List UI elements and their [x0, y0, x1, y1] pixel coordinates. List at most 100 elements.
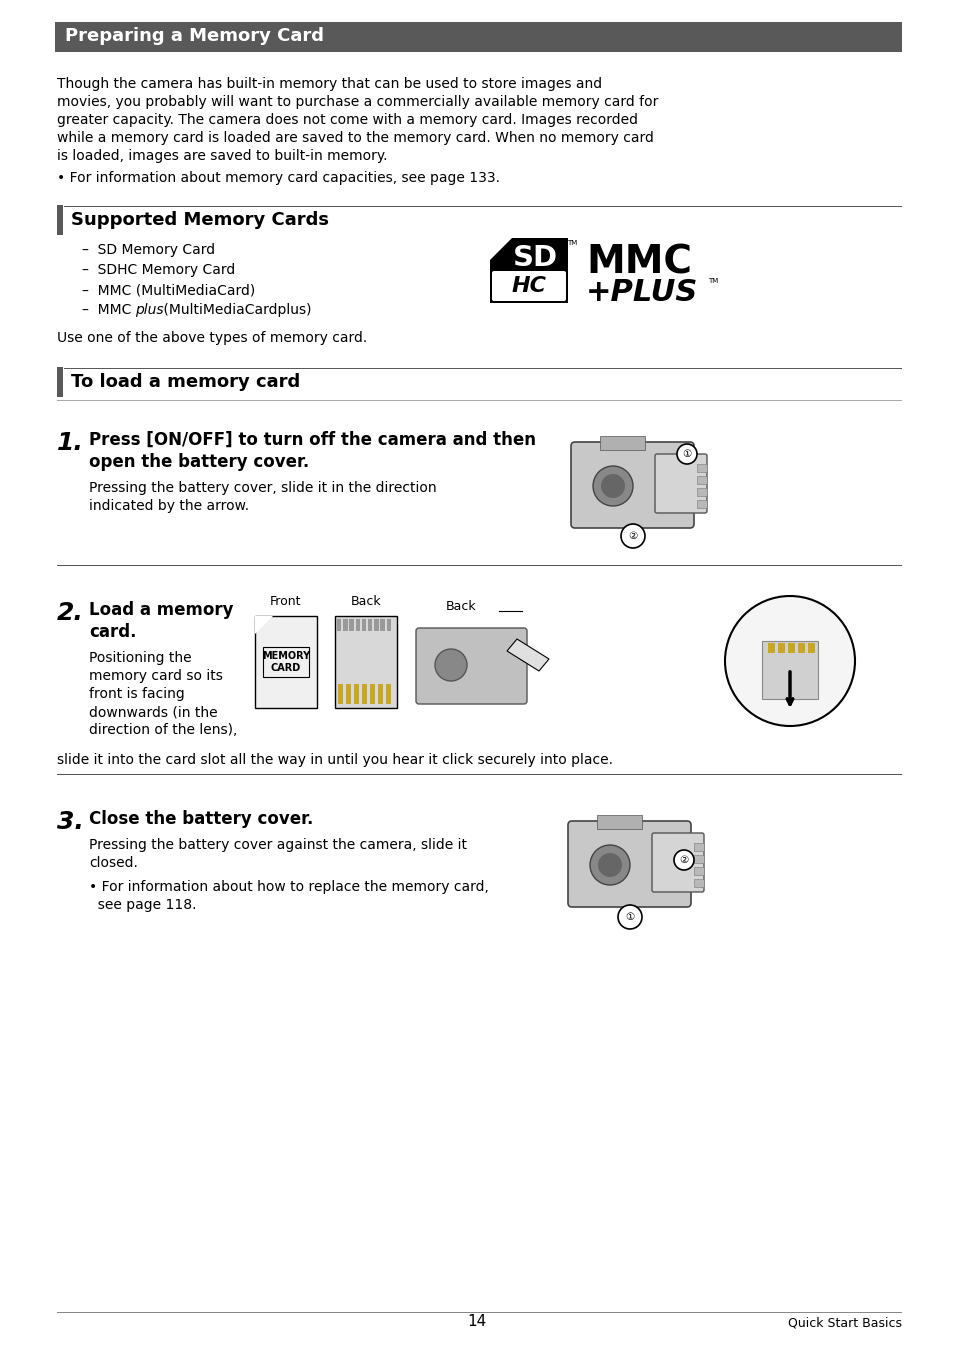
Bar: [55, 22, 901, 52]
Bar: [778, 643, 784, 653]
Text: ②: ②: [628, 531, 637, 541]
Text: –  MMC: – MMC: [82, 303, 132, 318]
Text: ①: ①: [681, 449, 691, 459]
Text: Pressing the battery cover, slide it in the direction: Pressing the battery cover, slide it in …: [89, 480, 436, 495]
Text: direction of the lens),: direction of the lens),: [89, 723, 237, 737]
Bar: [380, 619, 384, 631]
Bar: [336, 619, 341, 631]
Text: Press [ON/OFF] to turn off the camera and then: Press [ON/OFF] to turn off the camera an…: [89, 432, 536, 449]
Circle shape: [598, 854, 621, 877]
Bar: [263, 647, 309, 677]
Bar: [693, 879, 703, 887]
Text: front is facing: front is facing: [89, 687, 185, 702]
Text: greater capacity. The camera does not come with a memory card. Images recorded: greater capacity. The camera does not co…: [57, 113, 638, 128]
Text: Close the battery cover.: Close the battery cover.: [89, 810, 313, 828]
Bar: [368, 619, 372, 631]
Text: downwards (in the: downwards (in the: [89, 706, 217, 719]
Text: Use one of the above types of memory card.: Use one of the above types of memory car…: [57, 331, 367, 345]
Text: Quick Start Basics: Quick Start Basics: [787, 1316, 901, 1329]
Bar: [386, 619, 391, 631]
Bar: [370, 684, 375, 704]
Bar: [599, 436, 644, 451]
Polygon shape: [490, 237, 512, 261]
Bar: [697, 489, 706, 497]
Circle shape: [673, 849, 693, 870]
Text: Preparing a Memory Card: Preparing a Memory Card: [65, 27, 324, 45]
Circle shape: [620, 524, 644, 548]
Bar: [335, 616, 396, 708]
Text: –  SDHC Memory Card: – SDHC Memory Card: [82, 263, 235, 277]
Text: To load a memory card: To load a memory card: [71, 373, 300, 391]
FancyBboxPatch shape: [492, 271, 565, 301]
Text: –  MMC (MultiMediaCard): – MMC (MultiMediaCard): [82, 284, 255, 297]
Text: memory card so its: memory card so its: [89, 669, 223, 683]
Bar: [374, 619, 378, 631]
Text: 3.: 3.: [57, 810, 84, 835]
Text: plus: plus: [135, 303, 164, 318]
Bar: [361, 684, 367, 704]
Bar: [697, 499, 706, 508]
Text: Back: Back: [445, 600, 476, 613]
Bar: [693, 843, 703, 851]
Text: HC: HC: [511, 275, 546, 296]
Bar: [355, 619, 359, 631]
Text: 14: 14: [467, 1314, 486, 1329]
Polygon shape: [506, 639, 548, 670]
Bar: [254, 616, 316, 708]
Text: Front: Front: [270, 594, 301, 608]
Bar: [761, 641, 817, 699]
Text: MEMORY
CARD: MEMORY CARD: [262, 651, 310, 673]
Bar: [767, 643, 774, 653]
Bar: [490, 237, 567, 303]
Text: is loaded, images are saved to built-in memory.: is loaded, images are saved to built-in …: [57, 149, 387, 163]
Text: TM: TM: [566, 240, 577, 246]
Text: SD: SD: [512, 244, 557, 271]
Bar: [349, 619, 354, 631]
Text: see page 118.: see page 118.: [89, 898, 196, 912]
Bar: [697, 476, 706, 484]
Text: Pressing the battery cover against the camera, slide it: Pressing the battery cover against the c…: [89, 839, 467, 852]
Bar: [377, 684, 383, 704]
Circle shape: [677, 444, 697, 464]
Text: MMC: MMC: [585, 243, 691, 281]
Text: 1.: 1.: [57, 432, 84, 455]
Text: • For information about how to replace the memory card,: • For information about how to replace t…: [89, 879, 488, 894]
Text: movies, you probably will want to purchase a commercially available memory card : movies, you probably will want to purcha…: [57, 95, 658, 109]
Bar: [361, 619, 366, 631]
Text: • For information about memory card capacities, see page 133.: • For information about memory card capa…: [57, 171, 499, 185]
FancyBboxPatch shape: [571, 442, 693, 528]
Text: Load a memory: Load a memory: [89, 601, 233, 619]
Text: 2.: 2.: [57, 601, 84, 626]
FancyBboxPatch shape: [567, 821, 690, 906]
Bar: [354, 684, 359, 704]
Text: Positioning the: Positioning the: [89, 651, 192, 665]
Bar: [697, 464, 706, 472]
Circle shape: [593, 465, 633, 506]
FancyBboxPatch shape: [655, 455, 706, 513]
Text: –  SD Memory Card: – SD Memory Card: [82, 243, 214, 256]
Bar: [346, 684, 351, 704]
Bar: [64, 368, 901, 369]
Text: card.: card.: [89, 623, 136, 641]
Text: closed.: closed.: [89, 856, 138, 870]
Text: open the battery cover.: open the battery cover.: [89, 453, 309, 471]
Circle shape: [435, 649, 467, 681]
Bar: [797, 643, 804, 653]
Text: Back: Back: [351, 594, 381, 608]
Text: (MultiMediaCardplus): (MultiMediaCardplus): [159, 303, 312, 318]
Bar: [693, 855, 703, 863]
Circle shape: [618, 905, 641, 930]
Text: Though the camera has built-in memory that can be used to store images and: Though the camera has built-in memory th…: [57, 77, 601, 91]
Text: TM: TM: [707, 278, 718, 284]
Text: slide it into the card slot all the way in until you hear it click securely into: slide it into the card slot all the way …: [57, 753, 613, 767]
Polygon shape: [254, 616, 273, 634]
Bar: [57, 366, 63, 398]
Text: ①: ①: [625, 912, 634, 921]
Text: ②: ②: [679, 855, 688, 864]
Bar: [337, 684, 343, 704]
Bar: [343, 619, 347, 631]
Text: Supported Memory Cards: Supported Memory Cards: [71, 210, 329, 229]
Circle shape: [600, 474, 624, 498]
Text: while a memory card is loaded are saved to the memory card. When no memory card: while a memory card is loaded are saved …: [57, 132, 653, 145]
Bar: [64, 205, 901, 208]
